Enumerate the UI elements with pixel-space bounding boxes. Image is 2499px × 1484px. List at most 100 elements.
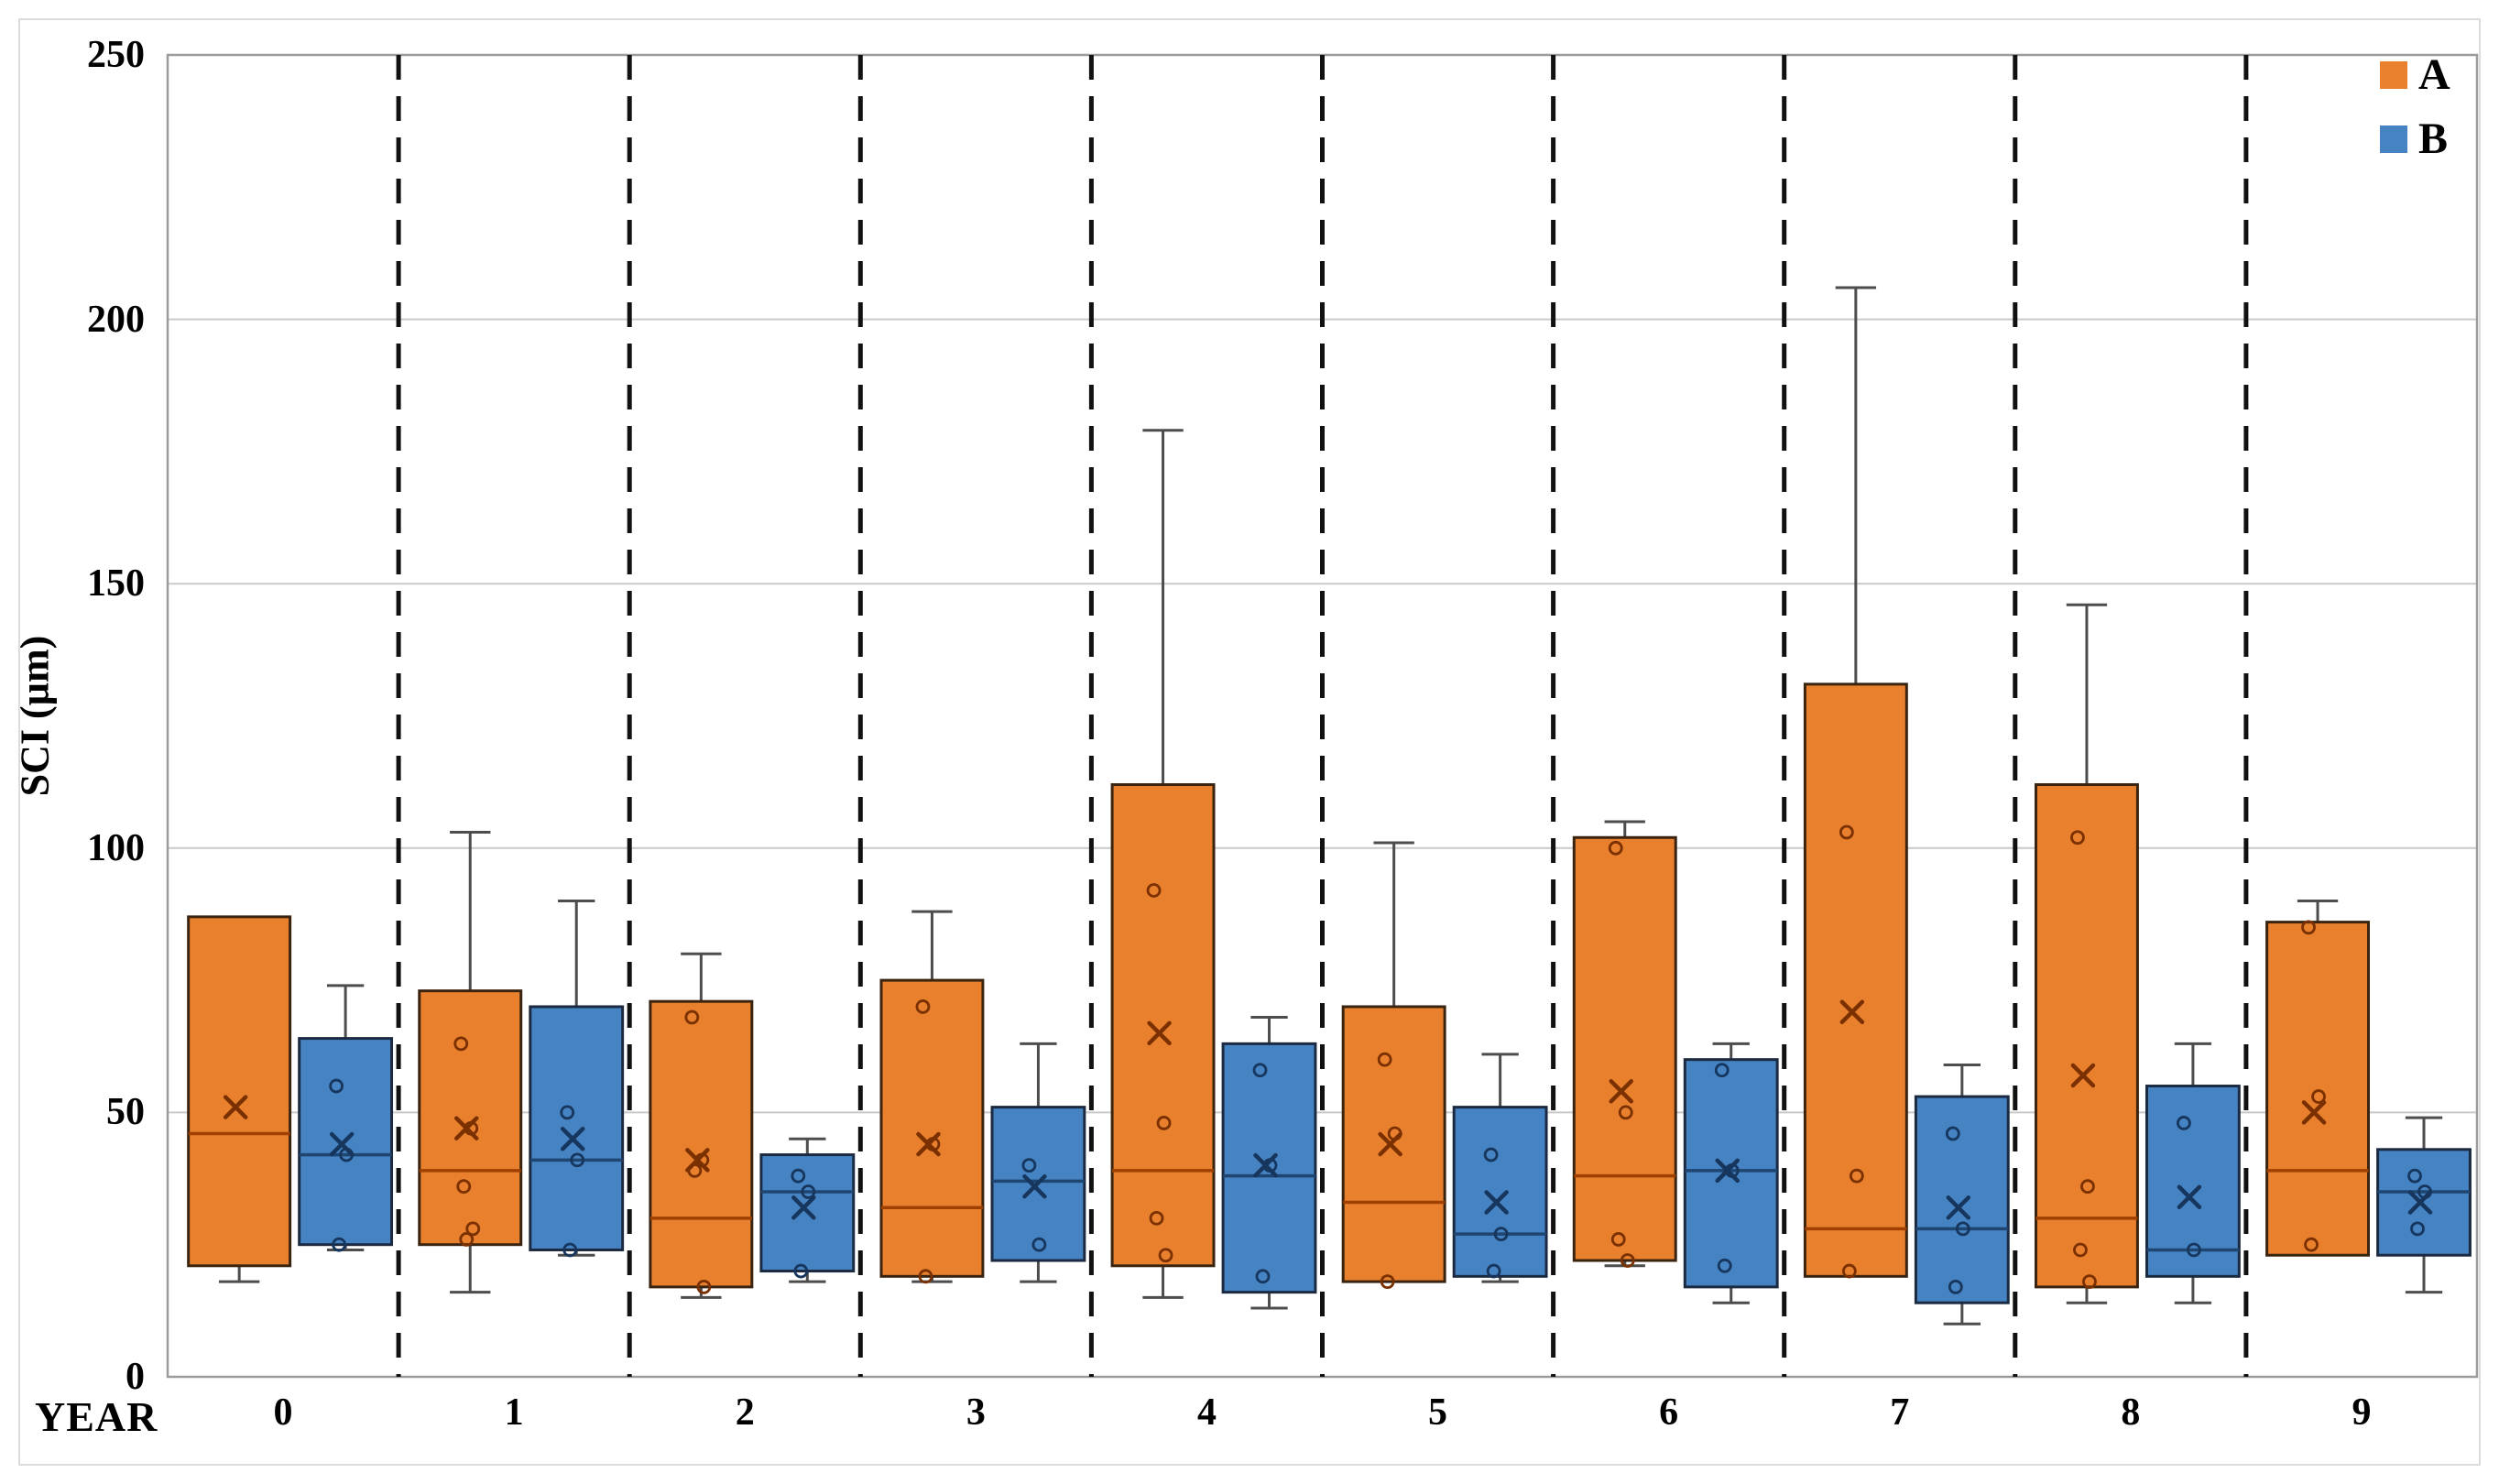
data-point: [560, 1105, 575, 1120]
data-point: [1262, 1158, 1278, 1173]
box-A-year-5: [1341, 841, 1446, 1290]
data-point: [464, 1120, 479, 1136]
box-A-year-6: [1572, 820, 1677, 1268]
y-tick-0: 0: [125, 1356, 145, 1398]
x-category-9: 9: [2352, 1391, 2372, 1434]
box-B-year-1: [529, 900, 625, 1258]
data-point: [793, 1263, 809, 1279]
data-point: [2417, 1184, 2432, 1199]
mean-marker: [2407, 1190, 2433, 1215]
data-point: [694, 1152, 710, 1168]
mean-marker: [2177, 1184, 2202, 1209]
data-point: [1610, 1232, 1626, 1247]
box-B-year-4: [1221, 1016, 1317, 1310]
data-point: [1608, 840, 1623, 856]
data-point: [1620, 1253, 1635, 1268]
x-category-0: 0: [273, 1391, 293, 1434]
data-point: [562, 1242, 578, 1258]
data-point: [465, 1221, 481, 1237]
iqr-box: [1572, 835, 1677, 1262]
data-point: [2410, 1221, 2425, 1237]
x-category-7: 7: [1890, 1391, 1910, 1434]
x-category-5: 5: [1428, 1391, 1448, 1434]
x-axis-title: YEAR: [35, 1393, 158, 1440]
data-point: [2082, 1274, 2097, 1290]
data-point: [1493, 1227, 1509, 1242]
legend-label-b: B: [2418, 115, 2449, 163]
iqr-box: [187, 915, 292, 1268]
data-point: [332, 1237, 347, 1252]
iqr-box: [879, 978, 985, 1278]
x-category-1: 1: [504, 1391, 524, 1434]
data-point: [329, 1078, 344, 1094]
mean-marker: [1839, 999, 1865, 1024]
data-point: [1021, 1158, 1037, 1173]
mean-marker: [2070, 1063, 2096, 1088]
data-point: [1380, 1274, 1395, 1290]
mean-marker: [560, 1127, 585, 1151]
data-point: [459, 1232, 475, 1247]
mean-marker: [1609, 1079, 1633, 1104]
y-tick-100: 100: [87, 826, 145, 869]
box-A-year-0: [187, 915, 292, 1283]
y-tick-150: 150: [87, 562, 145, 606]
box-A-year-9: [2265, 900, 2371, 1257]
iqr-box: [649, 999, 754, 1289]
iqr-box: [1914, 1095, 2010, 1304]
y-axis-title: SCI (µm): [12, 635, 58, 797]
box-B-year-6: [1683, 1042, 1779, 1304]
box-B-year-7: [1914, 1063, 2010, 1326]
data-point: [915, 999, 931, 1014]
iqr-box: [1452, 1106, 1548, 1278]
mean-marker: [1484, 1190, 1509, 1215]
data-point: [1483, 1147, 1499, 1162]
mean-marker: [1147, 1020, 1172, 1046]
box-A-year-8: [2034, 603, 2139, 1304]
data-point: [1724, 1162, 1740, 1178]
data-point: [801, 1184, 816, 1199]
iqr-box: [759, 1153, 856, 1273]
y-tick-250: 250: [87, 34, 145, 76]
mean-marker: [329, 1131, 355, 1157]
mean-marker: [1946, 1195, 1971, 1220]
data-point: [2073, 1242, 2088, 1258]
iqr-box: [529, 1005, 625, 1251]
data-point: [1948, 1279, 1963, 1294]
data-point: [1156, 1116, 1172, 1130]
mean-marker: [2301, 1100, 2327, 1125]
data-point: [925, 1137, 941, 1151]
box-B-year-2: [759, 1137, 856, 1283]
data-point: [2080, 1179, 2095, 1195]
data-point: [1841, 1263, 1857, 1279]
iqr-box: [1341, 1005, 1446, 1283]
legend-swatch-b: [2380, 125, 2407, 153]
legend-row-b: B: [2380, 117, 2450, 161]
x-category-6: 6: [1659, 1391, 1679, 1434]
data-point: [696, 1279, 712, 1294]
box-A-year-4: [1110, 429, 1216, 1299]
data-point: [1146, 883, 1162, 898]
data-point: [1031, 1237, 1047, 1252]
data-point: [1839, 824, 1854, 840]
mean-marker: [223, 1095, 248, 1119]
data-point: [2407, 1168, 2422, 1184]
data-point: [1618, 1105, 1633, 1120]
y-tick-50: 50: [106, 1091, 145, 1134]
data-point: [1714, 1063, 1730, 1078]
data-point: [1945, 1126, 1960, 1141]
x-category-2: 2: [735, 1391, 755, 1434]
data-point: [1717, 1258, 1732, 1273]
x-category-4: 4: [1196, 1391, 1217, 1434]
legend-row-a: A: [2380, 53, 2450, 97]
iqr-box: [2265, 921, 2371, 1257]
data-point: [339, 1147, 355, 1162]
iqr-box: [418, 989, 523, 1247]
x-category-3: 3: [966, 1391, 986, 1434]
data-point: [1149, 1210, 1164, 1226]
data-point: [1486, 1263, 1501, 1279]
iqr-box: [1110, 783, 1216, 1268]
box-A-year-2: [649, 952, 754, 1299]
iqr-box: [1803, 682, 1908, 1278]
box-B-year-5: [1452, 1053, 1548, 1283]
